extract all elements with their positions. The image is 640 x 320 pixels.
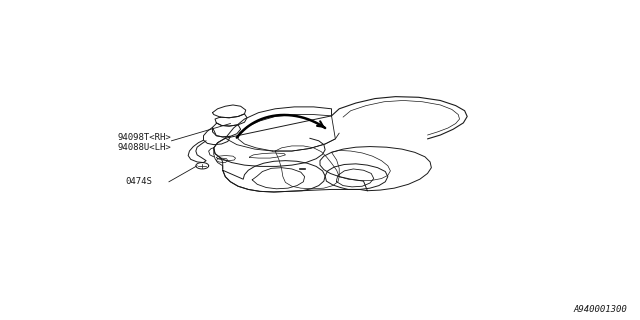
Text: A940001300: A940001300 — [573, 305, 627, 314]
Text: 94098T<RH>: 94098T<RH> — [118, 133, 172, 142]
Text: 0474S: 0474S — [125, 177, 152, 186]
Text: 94088U<LH>: 94088U<LH> — [118, 143, 172, 152]
